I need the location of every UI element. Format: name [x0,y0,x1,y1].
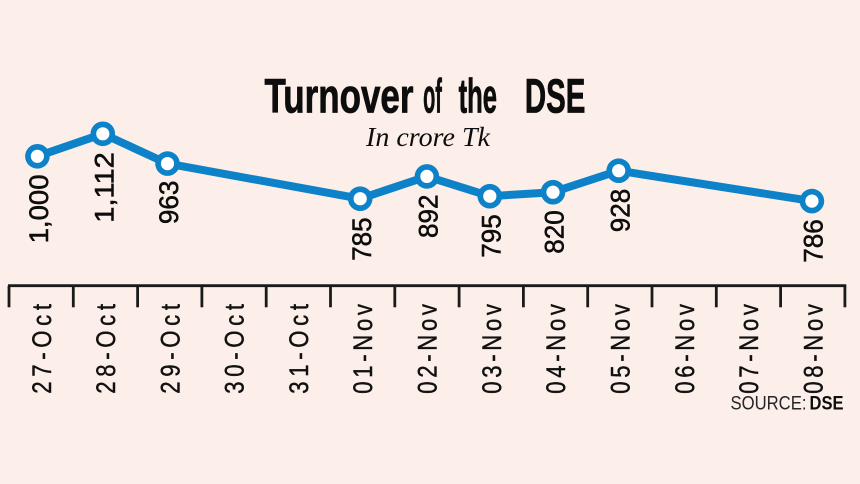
svg-text:892: 892 [414,195,444,239]
svg-text:DSE: DSE [810,394,844,415]
svg-text:785: 785 [347,217,377,261]
svg-text:03-Nov: 03-Nov [478,303,508,393]
svg-text:In crore Tk: In crore Tk [365,122,491,152]
svg-text:29-Oct: 29-Oct [156,304,186,394]
svg-text:05-Nov: 05-Nov [607,303,637,393]
svg-text:07-Nov: 07-Nov [735,303,765,393]
svg-text:of: of [423,71,442,124]
svg-text:08-Nov: 08-Nov [799,303,829,393]
svg-text:30-Oct: 30-Oct [221,304,251,394]
svg-text:31-Oct: 31-Oct [285,304,315,394]
svg-text:SOURCE:: SOURCE: [731,394,807,415]
svg-text:04-Nov: 04-Nov [542,303,572,393]
svg-text:928: 928 [605,189,635,233]
svg-text:786: 786 [799,219,829,263]
svg-text:27-Oct: 27-Oct [28,304,58,394]
svg-text:02-Nov: 02-Nov [414,303,444,393]
svg-text:28-Oct: 28-Oct [92,304,122,394]
svg-text:963: 963 [154,181,184,225]
svg-text:the: the [459,71,497,124]
svg-text:01-Nov: 01-Nov [349,303,379,393]
svg-text:795: 795 [477,214,507,257]
svg-text:DSE: DSE [525,71,586,124]
svg-text:1,112: 1,112 [90,152,120,223]
svg-text:820: 820 [540,210,570,254]
svg-text:06-Nov: 06-Nov [671,303,701,393]
svg-text:Turnover: Turnover [265,71,414,124]
svg-text:1,000: 1,000 [24,174,54,243]
